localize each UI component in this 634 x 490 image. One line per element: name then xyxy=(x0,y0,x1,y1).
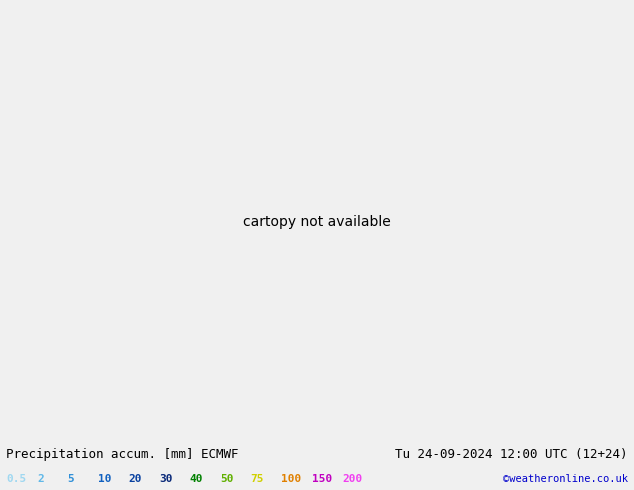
Text: 0.5: 0.5 xyxy=(6,474,27,485)
Text: 20: 20 xyxy=(129,474,142,485)
Text: 150: 150 xyxy=(312,474,332,485)
Text: 100: 100 xyxy=(281,474,302,485)
Text: Precipitation accum. [mm] ECMWF: Precipitation accum. [mm] ECMWF xyxy=(6,448,239,461)
Text: Tu 24-09-2024 12:00 UTC (12+24): Tu 24-09-2024 12:00 UTC (12+24) xyxy=(395,448,628,461)
Text: 50: 50 xyxy=(220,474,234,485)
Text: cartopy not available: cartopy not available xyxy=(243,215,391,229)
Text: 30: 30 xyxy=(159,474,172,485)
Text: 5: 5 xyxy=(67,474,74,485)
Text: 40: 40 xyxy=(190,474,203,485)
Text: 200: 200 xyxy=(342,474,363,485)
Text: 10: 10 xyxy=(98,474,112,485)
Text: 2: 2 xyxy=(37,474,44,485)
Text: 75: 75 xyxy=(250,474,264,485)
Text: ©weatheronline.co.uk: ©weatheronline.co.uk xyxy=(503,474,628,485)
